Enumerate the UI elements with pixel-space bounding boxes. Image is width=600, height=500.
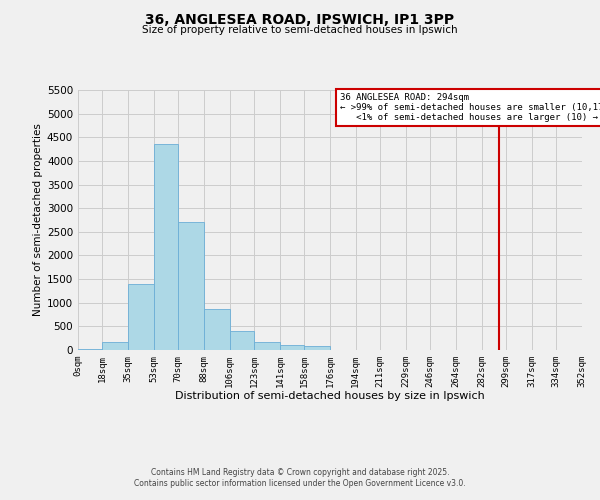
Bar — [154, 144, 178, 350]
Text: Size of property relative to semi-detached houses in Ipswich: Size of property relative to semi-detach… — [142, 25, 458, 35]
Bar — [178, 222, 204, 350]
Bar — [103, 342, 128, 350]
Y-axis label: Number of semi-detached properties: Number of semi-detached properties — [33, 124, 43, 316]
Bar — [128, 284, 154, 350]
Text: Contains HM Land Registry data © Crown copyright and database right 2025.
Contai: Contains HM Land Registry data © Crown c… — [134, 468, 466, 487]
Bar — [254, 342, 280, 350]
Bar — [204, 309, 230, 350]
Bar — [230, 331, 254, 350]
Bar — [78, 348, 103, 350]
Text: 36 ANGLESEA ROAD: 294sqm
← >99% of semi-detached houses are smaller (10,172)
   : 36 ANGLESEA ROAD: 294sqm ← >99% of semi-… — [340, 92, 600, 122]
X-axis label: Distribution of semi-detached houses by size in Ipswich: Distribution of semi-detached houses by … — [175, 392, 485, 402]
Bar — [304, 346, 330, 350]
Text: 36, ANGLESEA ROAD, IPSWICH, IP1 3PP: 36, ANGLESEA ROAD, IPSWICH, IP1 3PP — [145, 12, 455, 26]
Bar — [280, 346, 304, 350]
